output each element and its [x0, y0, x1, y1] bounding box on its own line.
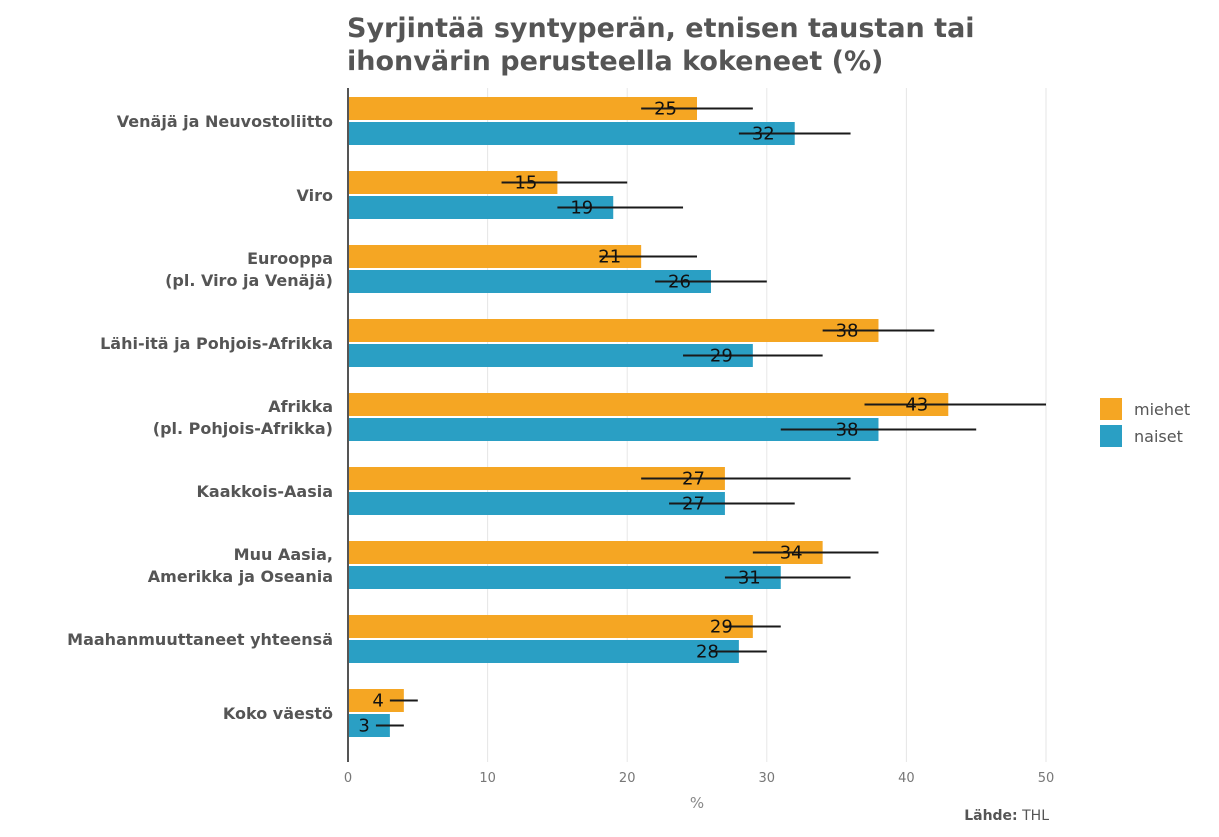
- bar-naiset: [348, 418, 879, 441]
- value-label-naiset: 28: [696, 642, 719, 663]
- category-label: Koko väestö: [223, 704, 333, 723]
- value-label-naiset: 31: [738, 568, 761, 589]
- chart-title: Syrjintää syntyperän, etnisen taustan ta…: [347, 12, 975, 78]
- value-label-miehet: 27: [682, 469, 705, 490]
- category-label: Maahanmuuttaneet yhteensä: [67, 630, 333, 649]
- bar-naiset: [348, 344, 753, 367]
- source-value: THL: [1022, 808, 1049, 824]
- x-tick-label: 20: [619, 771, 636, 786]
- bar-naiset: [348, 640, 739, 663]
- category-label: Amerikka ja Oseania: [148, 567, 333, 586]
- value-label-naiset: 3: [358, 716, 369, 737]
- value-label-miehet: 29: [710, 617, 733, 638]
- x-tick-label: 0: [344, 771, 352, 786]
- bar-miehet: [348, 689, 404, 712]
- bar-naiset: [348, 714, 390, 737]
- x-tick-label: 40: [898, 771, 915, 786]
- x-tick-label: 30: [759, 771, 776, 786]
- value-label-miehet: 38: [836, 321, 859, 342]
- bar-miehet: [348, 245, 642, 268]
- value-label-naiset: 19: [570, 198, 593, 219]
- value-label-naiset: 29: [710, 346, 733, 367]
- bar-miehet: [348, 393, 949, 416]
- legend-label-miehet: miehet: [1134, 400, 1190, 419]
- bar-naiset: [348, 196, 614, 219]
- x-axis-label: %: [690, 794, 704, 812]
- category-label: Eurooppa: [247, 249, 333, 268]
- value-label-naiset: 32: [752, 124, 775, 145]
- legend-swatch-naiset: [1100, 425, 1122, 447]
- bar-miehet: [348, 97, 697, 120]
- legend-swatch-miehet: [1100, 398, 1122, 420]
- x-tick-label: 50: [1038, 771, 1055, 786]
- bar-naiset: [348, 270, 711, 293]
- chart-title-line-2: ihonvärin perusteella kokeneet (%): [347, 46, 884, 77]
- category-label: Viro: [297, 186, 333, 205]
- bar-miehet: [348, 171, 558, 194]
- category-label: Lähi-itä ja Pohjois-Afrikka: [100, 334, 333, 353]
- bar-naiset: [348, 566, 781, 589]
- bar-miehet: [348, 319, 879, 342]
- value-label-miehet: 21: [598, 247, 621, 268]
- value-label-naiset: 27: [682, 494, 705, 515]
- x-tick-label: 10: [479, 771, 496, 786]
- value-label-naiset: 26: [668, 272, 691, 293]
- bar-miehet: [348, 541, 823, 564]
- value-label-miehet: 25: [654, 99, 677, 120]
- bar-miehet: [348, 467, 725, 490]
- category-label: Afrikka: [268, 397, 333, 416]
- legend: miehet naiset: [1100, 398, 1190, 447]
- bar-naiset: [348, 492, 725, 515]
- value-label-miehet: 34: [780, 543, 803, 564]
- category-label: (pl. Viro ja Venäjä): [165, 271, 333, 290]
- axes: 0 10 20 30 40 50% Venäjä ja Neuvostoliitto Viro…: [67, 88, 1054, 812]
- value-label-miehet: 15: [514, 173, 537, 194]
- legend-label-naiset: naiset: [1134, 427, 1183, 446]
- source-note: Lähde: THL: [964, 808, 1049, 824]
- category-label: Venäjä ja Neuvostoliitto: [117, 112, 333, 131]
- chart-title-line-1: Syrjintää syntyperän, etnisen taustan ta…: [347, 13, 975, 44]
- category-label: (pl. Pohjois-Afrikka): [153, 419, 333, 438]
- bar-miehet: [348, 615, 753, 638]
- bar-naiset: [348, 122, 795, 145]
- value-label-naiset: 38: [836, 420, 859, 441]
- value-label-miehet: 43: [905, 395, 928, 416]
- source-label: Lähde:: [964, 808, 1018, 824]
- category-label: Kaakkois-Aasia: [197, 482, 333, 501]
- category-label: Muu Aasia,: [234, 545, 333, 564]
- bars: 25 32 15 19 21 26 38 29 43 38 27 27 34 31 29 28 43: [348, 97, 1046, 737]
- value-label-miehet: 4: [372, 691, 383, 712]
